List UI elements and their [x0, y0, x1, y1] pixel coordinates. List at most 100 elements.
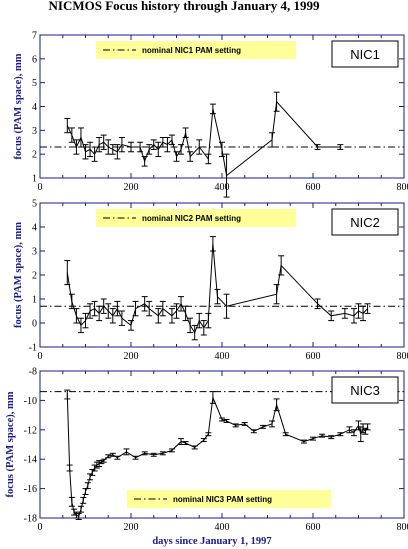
data-point	[87, 141, 94, 158]
x-tick-label: 400	[215, 351, 230, 362]
data-point	[219, 141, 225, 158]
data-point	[364, 303, 371, 314]
data-point	[259, 424, 266, 429]
data-point	[141, 156, 148, 167]
panel-label-box	[331, 208, 399, 236]
data-point	[91, 146, 98, 162]
panel-label: NIC2	[350, 215, 380, 230]
panel-label: NIC1	[350, 47, 380, 62]
data-point	[364, 423, 371, 431]
data-point	[273, 91, 280, 112]
x-tick-label: 0	[38, 182, 43, 193]
data-point	[223, 293, 230, 319]
data-point	[337, 144, 344, 150]
data-point	[223, 419, 230, 423]
data-point	[73, 139, 80, 155]
data-point	[77, 127, 84, 148]
y-tick-label: -8	[29, 367, 37, 378]
data-point	[205, 432, 212, 437]
data-point	[182, 441, 189, 445]
data-point	[168, 134, 175, 146]
series-line	[66, 243, 368, 334]
y-tick-label: 5	[32, 199, 37, 210]
y-tick-label: 5	[32, 78, 37, 89]
legend-text: nominal NIC2 PAM setting	[142, 214, 241, 223]
y-tick-label: 1	[32, 295, 37, 306]
data-point	[114, 144, 121, 160]
data-point	[337, 432, 344, 437]
y-tick-label: -18	[24, 514, 37, 525]
data-point	[269, 132, 276, 148]
data-point	[80, 496, 87, 504]
data-point	[196, 139, 203, 155]
data-point	[282, 432, 289, 437]
x-tick-label: 0	[38, 351, 43, 362]
data-point	[341, 308, 348, 319]
figure-title: NICMOS Focus history through January 4, …	[49, 0, 320, 13]
chart-panels: 02004006008001234567focus (PAM space), m…	[5, 31, 408, 548]
data-point	[77, 505, 84, 513]
data-point	[168, 448, 175, 453]
data-point	[182, 305, 189, 322]
panel-label-box	[331, 40, 399, 68]
data-point	[214, 288, 221, 305]
data-point	[209, 236, 216, 252]
data-point	[137, 141, 144, 153]
x-tick-label: 200	[124, 351, 139, 362]
data-point	[182, 127, 189, 138]
data-point	[223, 153, 230, 198]
y-tick-label: 4	[32, 102, 37, 113]
data-point	[278, 255, 285, 276]
y-tick-label: 6	[32, 54, 37, 65]
legend: nominal NIC3 PAM setting	[127, 490, 331, 508]
chart-panel-nic1: 0 200 400 600 800 1 2 3 4 5 6 7 focus (PAM space), m…	[13, 31, 408, 198]
x-tick-label: 800	[397, 182, 408, 193]
x-tick-label: 600	[306, 182, 321, 193]
y-tick-label: 2	[32, 271, 37, 282]
data-point	[219, 417, 225, 422]
data-point	[360, 305, 367, 322]
data-point	[159, 451, 166, 456]
y-tick-label: 0	[32, 319, 37, 330]
data-point	[105, 303, 112, 319]
series-line	[66, 100, 341, 177]
y-axis-label: focus (PAM space), mm	[13, 222, 24, 328]
data-point	[109, 308, 116, 324]
data-point	[64, 389, 71, 400]
data-point	[232, 423, 239, 428]
data-point	[82, 488, 89, 495]
data-point	[178, 144, 185, 155]
data-point	[205, 153, 212, 165]
data-point	[328, 310, 335, 322]
data-point	[314, 144, 321, 150]
data-point	[109, 144, 116, 155]
y-axis-label: focus (PAM space), mm	[5, 391, 16, 497]
data-point	[328, 435, 335, 440]
y-tick-label: 7	[32, 31, 37, 42]
data-point	[209, 103, 216, 115]
data-point	[150, 452, 157, 457]
data-point	[355, 303, 362, 319]
y-tick-label: -1	[29, 343, 37, 354]
y-tick-label: -16	[24, 484, 37, 495]
panel-label-box	[331, 376, 399, 404]
data-point	[273, 284, 280, 305]
data-point	[73, 308, 80, 324]
x-tick-label: 0	[38, 522, 43, 533]
data-point	[155, 141, 162, 158]
data-point	[200, 438, 207, 443]
y-axis-label: focus (PAM space), mm	[13, 53, 24, 159]
data-point	[96, 305, 103, 322]
data-point	[159, 300, 166, 317]
data-point	[168, 308, 175, 324]
x-tick-label: 200	[124, 182, 139, 193]
data-point	[128, 320, 134, 331]
data-point	[300, 439, 307, 444]
data-point	[350, 308, 357, 324]
data-point	[64, 260, 71, 286]
y-tick-label: 2	[32, 150, 37, 161]
legend-text: nominal NIC1 PAM setting	[142, 46, 241, 55]
data-point	[82, 144, 89, 160]
y-tick-label: -12	[24, 425, 37, 436]
data-point	[84, 482, 91, 490]
